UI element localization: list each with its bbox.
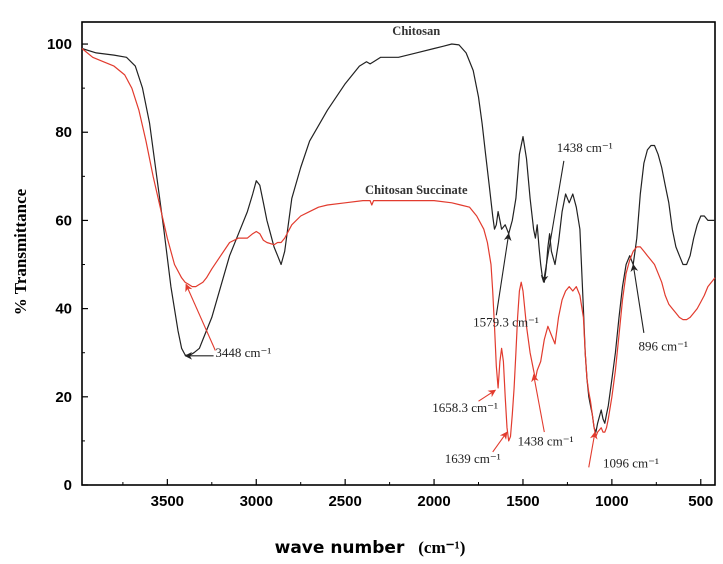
peak-annotation: 1438 cm⁻¹ — [557, 140, 613, 155]
y-tick-label: 60 — [55, 212, 72, 229]
peak-annotation: 1438 cm⁻¹ — [518, 433, 574, 448]
annotation-arrow — [185, 283, 216, 351]
annotation-arrow — [630, 263, 645, 333]
x-tick-label: 1000 — [595, 493, 628, 510]
annotation-arrow — [492, 431, 508, 453]
plot-frame — [81, 21, 716, 486]
y-tick-label: 80 — [55, 124, 72, 141]
y-tick-label: 20 — [55, 389, 72, 406]
y-tick-label: 0 — [64, 477, 72, 494]
annotation-arrow — [531, 374, 545, 433]
peak-annotation: 1096 cm⁻¹ — [603, 455, 659, 470]
x-axis-title-unit: (cm⁻¹) — [418, 538, 465, 557]
y-axis-title: % Transmittance — [11, 188, 30, 315]
x-tick-label: 3500 — [151, 493, 184, 510]
x-tick-label: 2500 — [328, 493, 361, 510]
y-tick-label: 100 — [47, 36, 72, 53]
peak-annotation: 1579.3 cm⁻¹ — [473, 314, 539, 329]
annotation-arrow — [478, 389, 497, 402]
x-tick-label: 2000 — [417, 493, 450, 510]
y-tick-label: 40 — [55, 301, 72, 318]
series-label: Chitosan — [392, 24, 440, 38]
x-tick-label: 3000 — [240, 493, 273, 510]
annotation-arrow — [540, 160, 565, 283]
annotation-arrow — [588, 431, 598, 468]
peak-annotation: 3448 cm⁻¹ — [215, 345, 271, 360]
peak-annotation: 896 cm⁻¹ — [639, 339, 688, 354]
peak-annotation: 1639 cm⁻¹ — [445, 451, 501, 466]
peak-annotation: 1658.3 cm⁻¹ — [432, 400, 498, 415]
x-axis-title-name: wave number — [275, 538, 405, 558]
series-line-chitosan-succinate — [81, 48, 716, 442]
x-tick-label: 500 — [688, 493, 713, 510]
x-axis-title: wave number (cm⁻¹) — [275, 538, 466, 558]
x-tick-label: 1500 — [506, 493, 539, 510]
annotation-arrow — [495, 232, 512, 316]
series-label: Chitosan Succinate — [365, 183, 468, 197]
series-line-chitosan — [81, 43, 715, 433]
